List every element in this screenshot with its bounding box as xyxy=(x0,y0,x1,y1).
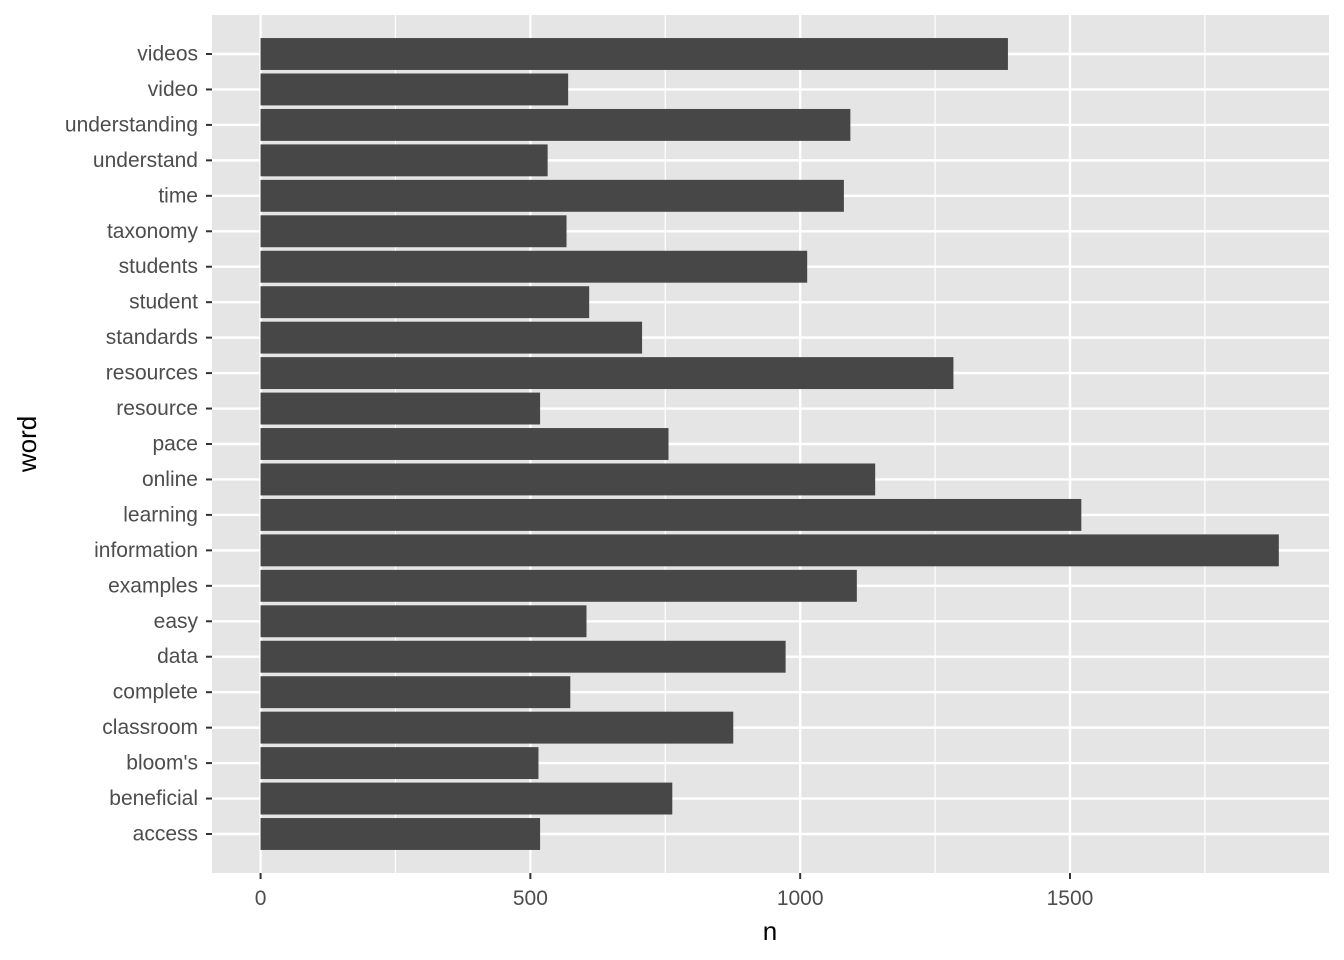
y-tick-label: videos xyxy=(137,43,198,66)
y-tick-label: video xyxy=(148,78,198,101)
bar xyxy=(260,38,1008,70)
bar xyxy=(260,250,808,283)
y-tick-label: access xyxy=(133,823,198,846)
x-tick-label: 0 xyxy=(255,887,267,910)
y-tick-label: students xyxy=(119,255,198,278)
bar xyxy=(260,286,590,319)
x-tick-label: 500 xyxy=(513,887,548,910)
bar xyxy=(260,463,876,496)
y-tick-label: resource xyxy=(116,397,198,420)
bar xyxy=(260,818,541,850)
y-tick-label: bloom's xyxy=(126,752,198,775)
y-tick-label: complete xyxy=(113,681,198,704)
y-tick-label: pace xyxy=(152,433,198,456)
bar xyxy=(260,179,844,212)
x-tick-label: 1500 xyxy=(1047,887,1094,910)
y-tick-label: taxonomy xyxy=(107,220,199,243)
y-tick-label: student xyxy=(129,291,198,314)
x-axis: 0 500 1000 1500 xyxy=(255,873,1094,910)
y-tick-label: online xyxy=(142,468,198,491)
bar xyxy=(260,73,569,106)
bar xyxy=(260,108,851,141)
y-tick-label: understand xyxy=(93,149,198,172)
bar xyxy=(260,215,567,248)
y-tick-label: time xyxy=(158,184,198,207)
bar xyxy=(260,321,643,354)
y-tick-label: easy xyxy=(154,610,199,633)
y-axis-title: word xyxy=(12,416,42,473)
y-axis: videos video understanding understand time ta… xyxy=(65,43,212,846)
bar xyxy=(260,782,673,815)
y-tick-label: beneficial xyxy=(109,787,198,810)
bar xyxy=(260,534,1279,567)
y-tick-label: examples xyxy=(108,574,198,597)
y-tick-label: classroom xyxy=(102,716,198,739)
y-tick-label: understanding xyxy=(65,113,198,136)
bars xyxy=(260,38,1279,850)
bar xyxy=(260,676,571,709)
y-tick-label: information xyxy=(94,539,198,562)
y-tick-label: data xyxy=(157,645,198,668)
bar xyxy=(260,357,954,390)
bar xyxy=(260,640,786,673)
bar xyxy=(260,711,734,744)
y-tick-label: learning xyxy=(123,503,198,526)
bar xyxy=(260,498,1082,531)
bar xyxy=(260,569,857,602)
bar xyxy=(260,392,541,425)
x-axis-title: n xyxy=(763,916,777,946)
bar xyxy=(260,747,539,780)
bar xyxy=(260,605,587,638)
y-tick-label: resources xyxy=(106,362,198,385)
x-tick-label: 1000 xyxy=(777,887,824,910)
bar xyxy=(260,144,548,177)
bar xyxy=(260,428,669,460)
y-tick-label: standards xyxy=(106,326,198,349)
